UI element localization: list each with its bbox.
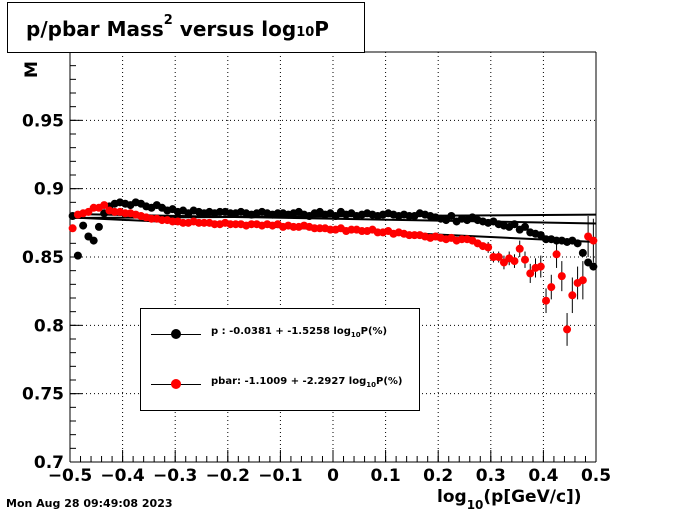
data-point-pbar: [547, 283, 556, 292]
series-pbar: [68, 201, 598, 346]
data-point-p: [89, 236, 98, 245]
data-point-pbar: [589, 236, 598, 245]
data-point-p: [589, 262, 598, 271]
y-tick-label: 0.7: [34, 453, 64, 473]
data-point-pbar: [494, 253, 503, 261]
data-point-p: [447, 212, 456, 220]
data-point-pbar: [100, 201, 109, 210]
data-point-pbar: [536, 262, 545, 271]
y-tick-label: 0.9: [34, 180, 64, 200]
x-tick-label: −0.1: [258, 466, 302, 486]
data-point-p: [510, 220, 519, 229]
data-point-pbar: [578, 276, 587, 285]
legend-entry-pbar: pbar: -1.1009 + -2.2927 log10P(%): [141, 374, 419, 394]
y-axis-title: M: [22, 61, 42, 78]
legend-label-p: p : -0.0381 + -1.5258 log10P(%): [211, 326, 388, 339]
data-point-p: [573, 239, 582, 248]
x-tick-label: 0.4: [528, 466, 558, 486]
data-point-pbar: [484, 243, 493, 252]
x-tick-label: −0.2: [206, 466, 250, 486]
x-tick-label: −0.3: [153, 466, 197, 486]
data-point-pbar: [568, 291, 577, 300]
x-axis-title: log10(p[GeV/c]): [437, 487, 582, 512]
y-tick-label: 0.8: [34, 316, 64, 336]
x-tick-label: 0.2: [423, 466, 453, 486]
chart-title: p/pbar Mass2 versus log10P: [26, 13, 329, 41]
data-point-pbar: [542, 296, 551, 305]
x-tick-label: 0.5: [581, 466, 611, 486]
data-point-pbar: [563, 325, 572, 334]
data-point-pbar: [557, 272, 566, 281]
data-point-pbar: [520, 255, 529, 264]
timestamp: Mon Aug 28 09:49:08 2023: [6, 497, 173, 510]
data-point-p: [520, 222, 529, 231]
data-point-p: [94, 222, 103, 231]
x-tick-label: 0: [327, 466, 339, 486]
legend-label-pbar: pbar: -1.1009 + -2.2927 log10P(%): [211, 376, 403, 389]
y-tick-label: 0.75: [22, 385, 64, 405]
legend-marker-pbar: [171, 379, 181, 389]
x-tick-label: −0.5: [48, 466, 92, 486]
y-tick-label: 0.85: [22, 248, 64, 268]
series-p: [68, 198, 598, 271]
legend-entry-p: p : -0.0381 + -1.5258 log10P(%): [141, 324, 419, 344]
data-point-p: [73, 251, 82, 260]
data-point-pbar: [510, 257, 519, 266]
data-point-p: [79, 221, 88, 230]
x-tick-label: −0.4: [100, 466, 145, 486]
data-point-pbar: [552, 250, 561, 259]
data-point-pbar: [68, 224, 77, 233]
data-point-p: [578, 248, 587, 257]
legend: p : -0.0381 + -1.5258 log10P(%) pbar: -1…: [140, 308, 420, 411]
y-tick-label: 0.95: [22, 111, 64, 131]
chart-title-box: p/pbar Mass2 versus log10P: [7, 2, 365, 53]
legend-marker-p: [171, 329, 181, 339]
x-tick-label: 0.1: [371, 466, 401, 486]
data-point-pbar: [526, 269, 535, 278]
x-tick-label: 0.3: [476, 466, 506, 486]
data-point-pbar: [515, 244, 524, 253]
